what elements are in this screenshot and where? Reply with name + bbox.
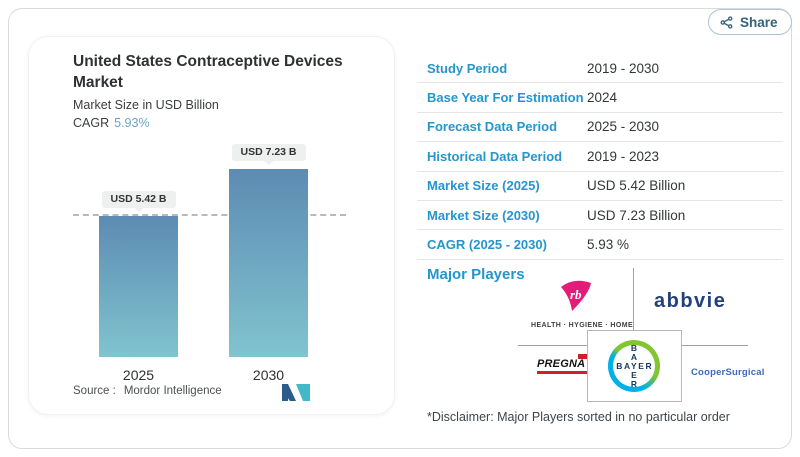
- bayer-inner-circle: [613, 345, 655, 387]
- bayer-horizontal-word: BAYER: [616, 361, 654, 371]
- players-disclaimer: *Disclaimer: Major Players sorted in no …: [427, 410, 730, 424]
- player-logo-bayer: BAYER BAYER: [608, 340, 660, 392]
- player-logo-abbvie: abbvie: [654, 290, 727, 312]
- svg-text:rb: rb: [570, 287, 582, 302]
- x-tick-2025: 2025: [122, 367, 155, 383]
- reference-dashed-line: [73, 214, 346, 217]
- share-icon: [720, 15, 733, 29]
- player-logo-coopersurgical: CooperSurgical: [691, 367, 765, 378]
- x-tick-2030: 2030: [252, 367, 285, 383]
- bar-2030[interactable]: [229, 169, 308, 357]
- cagr-value: 5.93%: [114, 116, 150, 130]
- row-value: 2019 - 2023: [587, 148, 660, 164]
- row-label: Forecast Data Period: [427, 119, 558, 135]
- row-value: USD 5.42 Billion: [587, 178, 686, 194]
- row-label: Market Size (2030): [427, 207, 540, 223]
- cagr-label: CAGR: [73, 116, 110, 130]
- table-row: Study Period 2019 - 2030: [417, 54, 783, 84]
- row-value: 2019 - 2030: [587, 60, 660, 76]
- bayer-vertical-word: BAYER: [630, 343, 638, 389]
- row-label: CAGR (2025 - 2030): [427, 237, 547, 253]
- players-grid-vline: [633, 268, 634, 330]
- reckitt-rb-icon: rb: [558, 278, 594, 314]
- share-label: Share: [740, 14, 778, 30]
- row-label: Historical Data Period: [427, 148, 563, 164]
- reckitt-tagline: HEALTH · HYGIENE · HOME: [531, 322, 634, 329]
- pregna-flag-icon: [578, 354, 587, 359]
- table-row: Historical Data Period 2019 - 2023: [417, 142, 783, 172]
- row-label: Market Size (2025): [427, 178, 540, 194]
- row-value: USD 7.23 Billion: [587, 207, 686, 223]
- report-facts-table: Study Period 2019 - 2030 Base Year For E…: [417, 54, 783, 260]
- mordor-intelligence-logo-icon: [282, 384, 310, 406]
- row-value: 5.93 %: [587, 237, 630, 253]
- card-subtitle: Market Size in USD Billion: [73, 98, 219, 112]
- source-label: Source :: [73, 385, 116, 397]
- row-value: 2025 - 2030: [587, 119, 660, 135]
- table-row: Base Year For Estimation 2024: [417, 83, 783, 113]
- report-summary-panel: Study Period 2019 - 2030 Base Year For E…: [415, 0, 790, 457]
- bar-value-label-2025: USD 5.42 B: [101, 191, 176, 209]
- table-row: Market Size (2030) USD 7.23 Billion: [417, 201, 783, 231]
- card-title: United States Contraceptive Devices Mark…: [73, 53, 343, 91]
- player-logo-reckitt: rb HEALTH · HYGIENE · HOME: [531, 278, 634, 329]
- bar-chart: USD 5.42 B 2025 USD 7.23 B 2030: [29, 37, 394, 383]
- source-name: Mordor Intelligence: [123, 385, 222, 397]
- bar-2025[interactable]: [99, 216, 178, 357]
- bar-value-label-2030: USD 7.23 B: [231, 144, 306, 162]
- row-label: Base Year For Estimation: [427, 90, 584, 106]
- source-attribution: Source : Mordor Intelligence: [73, 385, 222, 397]
- table-row: Forecast Data Period 2025 - 2030: [417, 113, 783, 143]
- player-logo-pregna: PREGNA: [537, 354, 589, 374]
- table-row: Market Size (2025) USD 5.42 Billion: [417, 172, 783, 201]
- major-players-heading: Major Players: [427, 266, 525, 283]
- row-label: Study Period: [427, 60, 508, 76]
- table-row: CAGR (2025 - 2030) 5.93 %: [417, 230, 783, 260]
- pregna-red-bar: [537, 371, 587, 374]
- bar-group-2025: USD 5.42 B 2025: [99, 37, 178, 383]
- market-chart-card: United States Contraceptive Devices Mark…: [28, 36, 395, 415]
- share-button[interactable]: Share: [708, 9, 792, 35]
- bar-group-2030: USD 7.23 B 2030: [229, 37, 308, 383]
- row-value: 2024: [587, 90, 618, 106]
- cagr-row: CAGR 5.93%: [73, 116, 150, 130]
